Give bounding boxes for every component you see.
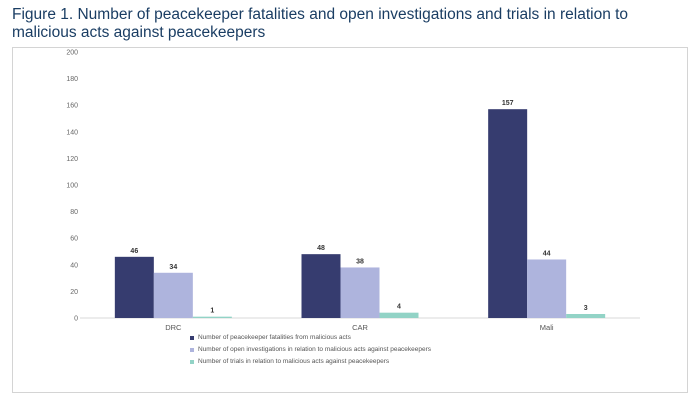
bar: [114, 256, 154, 318]
legend-swatch-investigations: [190, 347, 194, 352]
y-tick-label: 60: [70, 236, 78, 243]
data-label: 1: [210, 308, 214, 315]
y-tick-label: 80: [70, 209, 78, 216]
bar: [566, 314, 606, 318]
legend-label-fatalities: Number of peacekeeper fatalities from ma…: [198, 334, 351, 341]
data-label: 46: [130, 248, 138, 255]
y-tick-label: 120: [66, 156, 78, 163]
y-tick-label: 40: [70, 262, 78, 269]
data-label: 34: [169, 264, 177, 271]
bar: [153, 272, 193, 318]
data-label: 48: [317, 245, 325, 252]
legend-item-fatalities: Number of peacekeeper fatalities from ma…: [190, 334, 351, 341]
chart-title: Figure 1. Number of peacekeeper fataliti…: [12, 6, 629, 41]
legend-item-investigations: Number of open investigations in relatio…: [190, 346, 431, 353]
y-tick-label: 200: [66, 50, 78, 57]
x-tick-label: CAR: [352, 323, 368, 332]
y-tick-label: 180: [66, 76, 78, 83]
legend-label-investigations: Number of open investigations in relatio…: [198, 346, 432, 353]
legend-swatch-fatalities: [190, 335, 194, 340]
x-tick-label: DRC: [165, 323, 182, 332]
legend-item-trials: Number of trials in relation to maliciou…: [190, 358, 389, 365]
x-tick-label: Mali: [540, 323, 554, 332]
chart-frame: [12, 47, 688, 393]
legend-label-trials: Number of trials in relation to maliciou…: [198, 358, 390, 365]
data-label: 3: [584, 305, 588, 312]
legend-swatch-trials: [190, 359, 194, 364]
bar: [488, 109, 528, 318]
y-tick-label: 0: [74, 316, 78, 323]
bar: [527, 259, 567, 318]
bar: [340, 267, 380, 318]
y-tick-label: 100: [66, 183, 78, 190]
y-tick-label: 140: [66, 129, 78, 136]
data-label: 4: [397, 304, 401, 311]
y-tick-label: 160: [66, 103, 78, 110]
data-label: 44: [543, 250, 551, 257]
bar: [192, 316, 232, 318]
y-tick-label: 20: [70, 289, 78, 296]
data-label: 38: [356, 258, 364, 265]
bar: [379, 312, 419, 318]
bar: [301, 254, 341, 318]
data-label: 157: [502, 100, 514, 107]
